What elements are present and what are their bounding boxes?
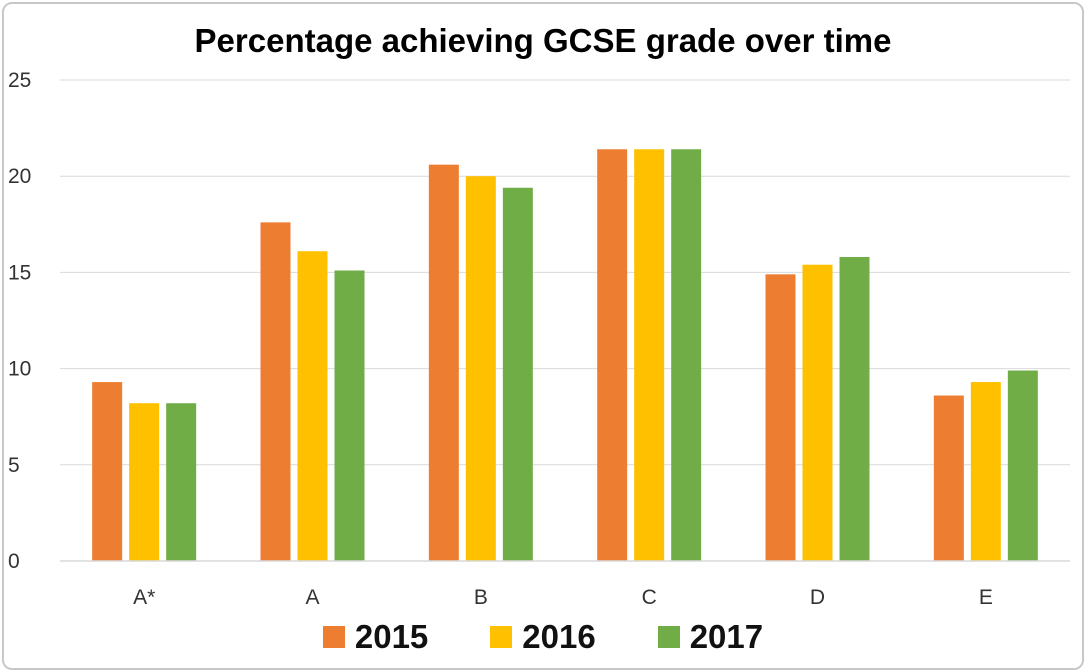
legend: 2015 2016 2017	[0, 618, 1086, 656]
legend-item-2016: 2016	[490, 618, 596, 656]
chart-plot: 0 5 10 15 20 25 A* A B C D E	[8, 69, 1070, 609]
x-tick-label: A*	[133, 586, 155, 609]
legend-label-2017: 2017	[689, 618, 764, 655]
bar-2015-D	[765, 274, 796, 561]
bar-2017-A	[334, 270, 365, 561]
bar-2017-B	[502, 187, 533, 561]
bar-2017-C	[671, 149, 702, 561]
x-tick-label: D	[810, 586, 825, 609]
y-tick-label: 10	[8, 358, 31, 381]
bar-2017-D	[839, 257, 870, 561]
bar-2016-D	[802, 264, 833, 561]
bar-2016-A*	[129, 403, 160, 561]
x-tick-label: B	[474, 586, 488, 609]
y-tick-label: 0	[8, 550, 20, 573]
bar-2016-E	[970, 382, 1001, 561]
bar-2015-E	[933, 395, 964, 561]
bar-2016-A	[297, 251, 328, 561]
legend-swatch-2017	[657, 626, 680, 648]
x-tick-label: A	[305, 586, 319, 609]
bar-2015-B	[428, 164, 459, 561]
legend-swatch-2015	[322, 626, 345, 648]
y-tick-label: 25	[8, 69, 31, 92]
bar-2015-A	[260, 222, 291, 561]
legend-item-2015: 2015	[322, 618, 429, 656]
bar-2017-A*	[166, 403, 197, 561]
y-tick-label: 20	[8, 165, 31, 188]
bar-2017-E	[1007, 370, 1038, 561]
legend-item-2017: 2017	[657, 618, 764, 656]
x-tick-label: E	[979, 586, 993, 609]
bar-2016-C	[634, 149, 665, 561]
y-tick-label: 5	[8, 454, 20, 477]
bar-2015-C	[597, 149, 628, 561]
legend-label-2015: 2015	[354, 618, 429, 655]
bar-2015-A*	[92, 382, 123, 561]
bar-2016-B	[465, 176, 496, 561]
y-tick-label: 15	[8, 261, 31, 284]
legend-swatch-2016	[490, 626, 513, 648]
legend-label-2016: 2016	[522, 618, 596, 655]
chart-title: Percentage achieving GCSE grade over tim…	[194, 22, 892, 59]
x-tick-label: C	[642, 586, 657, 609]
